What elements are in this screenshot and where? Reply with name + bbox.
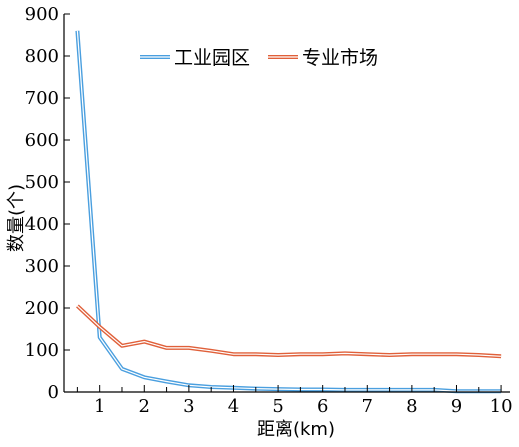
- x-tick-label: 9: [451, 396, 462, 417]
- x-tick-label: 3: [183, 396, 194, 417]
- x-tick-label: 8: [406, 396, 417, 417]
- axes: 0 100 200 300 400 500 600 700 800 900 1 2 3 4 5 6 7 8 9 10: [25, 4, 513, 417]
- series-line-inner-2: [76, 305, 502, 357]
- y-tick-label: 200: [25, 298, 59, 319]
- y-tick-label: 900: [25, 4, 59, 25]
- y-tick-label: 800: [25, 46, 59, 67]
- x-axis-title: 距离(km): [257, 419, 335, 440]
- legend-label: 工业园区: [174, 47, 250, 69]
- series-1: [75, 30, 502, 394]
- y-axis-title: 数量(个): [6, 184, 27, 252]
- y-tick-label: 0: [48, 382, 59, 403]
- y-tick-label: 300: [25, 256, 59, 277]
- plot-area: [75, 30, 502, 394]
- y-tick-label: 500: [25, 172, 59, 193]
- x-tick-label: 4: [228, 396, 239, 417]
- x-tick-label: 7: [362, 396, 373, 417]
- x-tick-label: 6: [317, 396, 328, 417]
- series-2: [76, 304, 502, 359]
- legend-item-1: 工业园区: [140, 47, 250, 69]
- legend: 工业园区 专业市场: [140, 47, 378, 69]
- y-tick-label: 100: [25, 340, 59, 361]
- x-tick-label: 10: [490, 396, 513, 417]
- x-tick-label: 2: [139, 396, 150, 417]
- series-line-2: [76, 304, 502, 359]
- y-tick-label: 600: [25, 130, 59, 151]
- x-tick-label: 5: [272, 396, 283, 417]
- x-tick-label: 1: [94, 396, 105, 417]
- series-line-inner-1: [76, 30, 502, 392]
- y-tick-label: 400: [25, 214, 59, 235]
- series-line-1: [75, 30, 502, 394]
- y-tick-label: 700: [25, 88, 59, 109]
- legend-item-2: 专业市场: [268, 47, 378, 69]
- legend-label: 专业市场: [302, 47, 378, 69]
